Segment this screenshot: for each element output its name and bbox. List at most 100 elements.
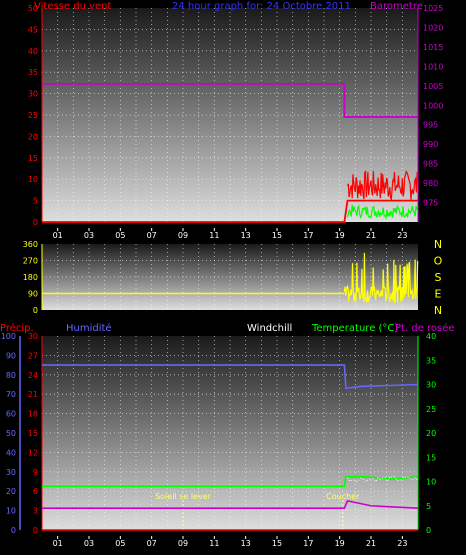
baro-tick-label: 1010 xyxy=(423,62,443,71)
temp-tick-label: 30 xyxy=(426,381,436,390)
precip-tick-label: 0 xyxy=(33,526,38,535)
baro-tick-label: 980 xyxy=(423,179,438,188)
baro-axis-title: Barometre xyxy=(370,1,423,12)
baro-tick-label: 1005 xyxy=(423,82,443,91)
x-tick-label: 23 xyxy=(397,539,407,548)
wind-tick-label: 40 xyxy=(28,47,38,56)
temp-tick-label: 0 xyxy=(426,526,431,535)
dir-tick-label: 0 xyxy=(33,306,38,315)
humid-tick-label: 100 xyxy=(1,332,16,341)
humid-tick-label: 80 xyxy=(6,371,16,380)
x-tick-label: 05 xyxy=(115,231,125,240)
x-tick-label: 07 xyxy=(147,231,157,240)
wind-tick-label: 25 xyxy=(28,111,38,120)
precip-tick-label: 12 xyxy=(28,448,38,457)
humidity-line xyxy=(42,364,419,390)
temp-tick-label: 5 xyxy=(426,502,431,511)
compass-label: N xyxy=(434,238,442,251)
baro-tick-label: 995 xyxy=(423,121,438,130)
humid-tick-label: 60 xyxy=(6,410,16,419)
sun-annotation-label: Soleil se lever xyxy=(155,492,212,501)
wind-gust-line xyxy=(346,169,418,202)
wind-tick-label: 15 xyxy=(28,154,38,163)
x-tick-label: 01 xyxy=(53,539,63,548)
windchill-label: Windchill xyxy=(247,323,292,334)
x-tick-label: 15 xyxy=(272,231,282,240)
humid-tick-label: 10 xyxy=(6,507,16,516)
wind-tick-label: 45 xyxy=(28,25,38,34)
humid-tick-label: 20 xyxy=(6,487,16,496)
temp-tick-label: 10 xyxy=(426,478,436,487)
temp-tick-label: 15 xyxy=(426,453,436,462)
dir-noise-line xyxy=(343,252,419,303)
baro-tick-label: 1025 xyxy=(423,4,443,13)
x-tick-label: 11 xyxy=(209,231,219,240)
temp-tick-label: 40 xyxy=(426,332,436,341)
wind-axis-title: Vitesse du vent xyxy=(34,1,111,12)
compass-label: N xyxy=(434,304,442,317)
humid-tick-label: 40 xyxy=(6,448,16,457)
precip-tick-label: 21 xyxy=(28,390,38,399)
wind-tick-label: 35 xyxy=(28,68,38,77)
x-tick-label: 05 xyxy=(115,539,125,548)
compass-label: O xyxy=(434,255,443,268)
baro-line xyxy=(42,82,418,118)
baro-tick-label: 1000 xyxy=(423,101,443,110)
baro-tick-label: 990 xyxy=(423,140,438,149)
x-tick-label: 17 xyxy=(303,539,313,548)
compass-label: E xyxy=(435,288,442,301)
precip-label: Précip. xyxy=(0,322,34,334)
temp-tick-label: 35 xyxy=(426,356,436,365)
x-tick-label: 15 xyxy=(272,539,282,548)
precip-tick-label: 3 xyxy=(33,507,38,516)
humid-tick-label: 0 xyxy=(11,526,16,535)
wind-avg-line xyxy=(346,204,419,220)
baro-tick-label: 1020 xyxy=(423,23,443,32)
precip-tick-label: 30 xyxy=(28,332,38,341)
x-tick-label: 21 xyxy=(366,231,376,240)
temp-tick-label: 25 xyxy=(426,405,436,414)
x-tick-label: 19 xyxy=(335,539,345,548)
x-tick-label: 13 xyxy=(241,231,251,240)
x-tick-label: 13 xyxy=(241,539,251,548)
x-tick-label: 17 xyxy=(303,231,313,240)
dir-tick-label: 90 xyxy=(28,290,38,299)
x-tick-label: 09 xyxy=(178,539,188,548)
wind-tick-label: 10 xyxy=(28,175,38,184)
baro-tick-label: 975 xyxy=(423,199,438,208)
dir-tick-label: 180 xyxy=(23,273,38,282)
x-tick-label: 07 xyxy=(147,539,157,548)
precip-tick-label: 6 xyxy=(33,487,38,496)
humid-tick-label: 50 xyxy=(6,429,16,438)
wind-tick-label: 20 xyxy=(28,132,38,141)
precip-tick-label: 9 xyxy=(33,468,38,477)
compass-label: S xyxy=(435,271,442,284)
wind-tick-label: 0 xyxy=(33,218,38,227)
chart-title: 24 hour graph for: 24 Octobre 2011 xyxy=(172,1,351,12)
precip-tick-label: 15 xyxy=(28,429,38,438)
sun-annotation-label: Coucher xyxy=(326,492,360,501)
baro-tick-label: 985 xyxy=(423,160,438,169)
humid-tick-label: 70 xyxy=(6,390,16,399)
x-tick-label: 23 xyxy=(397,231,407,240)
wind-tick-label: 30 xyxy=(28,90,38,99)
x-tick-label: 21 xyxy=(366,539,376,548)
dewpoint-line xyxy=(42,499,419,509)
precip-tick-label: 24 xyxy=(28,371,38,380)
x-tick-label: 01 xyxy=(53,231,63,240)
dir-tick-label: 270 xyxy=(23,257,38,266)
x-tick-label: 11 xyxy=(209,539,219,548)
wind-tick-label: 50 xyxy=(28,4,38,13)
temp-tick-label: 20 xyxy=(426,429,436,438)
x-tick-label: 03 xyxy=(84,539,94,548)
x-tick-label: 03 xyxy=(84,231,94,240)
humid-tick-label: 30 xyxy=(6,468,16,477)
temp-line xyxy=(42,475,419,488)
x-tick-label: 09 xyxy=(178,231,188,240)
wind-line xyxy=(42,199,418,223)
windchill-line xyxy=(347,475,419,483)
wind-tick-label: 5 xyxy=(33,197,38,206)
humidity-label: Humidité xyxy=(66,322,112,334)
